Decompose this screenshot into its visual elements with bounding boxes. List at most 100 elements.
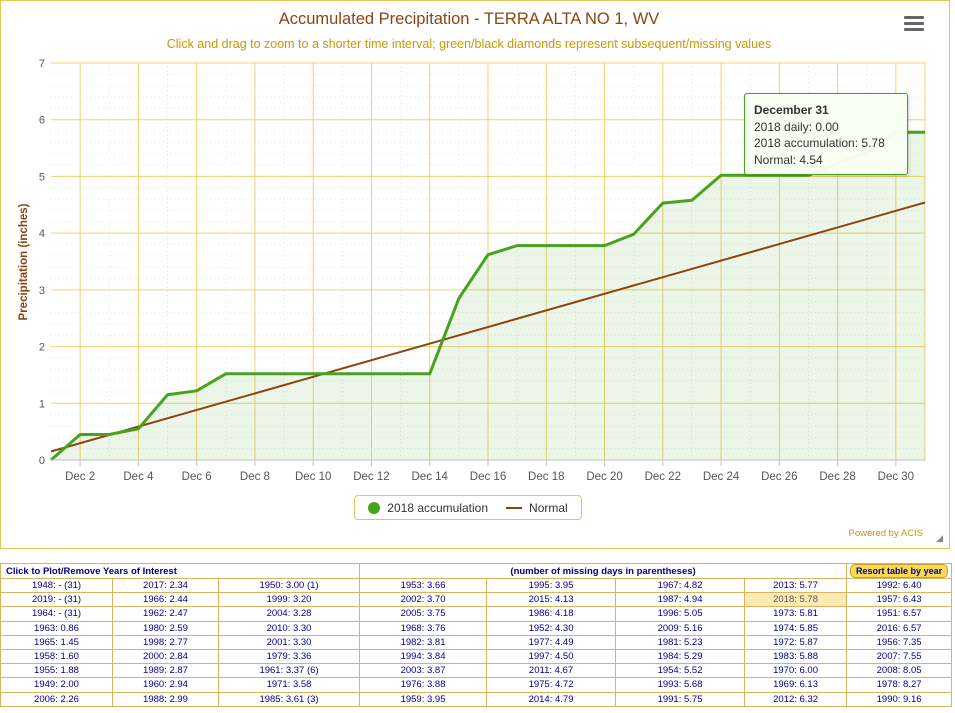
year-cell[interactable]: 1986: 4.18 [486, 606, 617, 622]
x-tick-label: Dec 24 [703, 471, 740, 483]
year-cell[interactable]: 1978: 8.27 [846, 677, 953, 693]
x-tick-label: Dec 16 [470, 471, 506, 483]
year-cell[interactable]: 1955: 1.88 [0, 663, 113, 679]
year-cell[interactable]: 1949: 2.00 [0, 677, 113, 693]
year-cell[interactable]: 2009: 5.16 [615, 620, 746, 636]
chart-svg[interactable]: Accumulated Precipitation - TERRA ALTA N… [1, 1, 951, 550]
year-cell[interactable]: 1963: 0.86 [0, 620, 113, 636]
year-cell[interactable]: 1992: 6.40 [846, 577, 953, 594]
resort-button[interactable]: Resort table by year [850, 564, 949, 578]
year-cell[interactable]: 1968: 3.76 [359, 620, 488, 636]
y-tick-label: 1 [39, 398, 45, 410]
normal-line[interactable] [50, 201, 926, 453]
year-cell[interactable]: 1994: 3.84 [359, 648, 488, 665]
year-cell[interactable]: 2006: 2.26 [0, 691, 113, 707]
year-cell[interactable]: 1998: 2.77 [112, 634, 219, 650]
year-cell[interactable]: 1982: 3.81 [359, 634, 488, 650]
year-cell[interactable]: 1997: 4.50 [486, 648, 617, 665]
year-cell[interactable]: 2001: 3.30 [217, 634, 361, 650]
year-cell[interactable]: 1988: 2.99 [112, 691, 219, 707]
legend-dot-icon [368, 501, 381, 514]
year-cell[interactable]: 1969: 6.13 [744, 677, 848, 693]
year-cell[interactable]: 1990: 9.16 [846, 691, 953, 707]
table-header-instructions: Click to Plot/Remove Years of Interest [0, 563, 361, 579]
year-cell[interactable]: 1984: 5.29 [615, 648, 746, 665]
year-cell[interactable]: 1975: 4.72 [486, 677, 617, 693]
year-cell[interactable]: 1974: 5.85 [744, 620, 848, 636]
year-cell[interactable]: 1961: 3.37 (6) [217, 663, 361, 679]
year-cell[interactable]: 1983: 5.88 [744, 648, 848, 665]
year-cell[interactable]: 1960: 2.94 [112, 677, 219, 693]
year-cell[interactable]: 1952: 4.30 [486, 620, 617, 636]
year-cell[interactable]: 2007: 7.55 [846, 648, 953, 665]
year-cell[interactable]: 2014: 4.79 [486, 691, 617, 707]
year-cell[interactable]: 1956: 7.35 [846, 634, 953, 650]
year-cell[interactable]: 2012: 6.32 [744, 691, 848, 707]
year-cell[interactable]: 2003: 3.87 [359, 663, 488, 679]
year-cell[interactable]: 2000: 2.84 [112, 648, 219, 665]
year-cell[interactable]: 1950: 3.00 (1) [217, 577, 361, 594]
year-cell[interactable]: 1981: 5.23 [615, 634, 746, 650]
years-table: Click to Plot/Remove Years of Interest (… [0, 563, 953, 707]
x-tick-label: Dec 18 [528, 471, 564, 483]
year-cell[interactable]: 2016: 6.57 [846, 620, 953, 636]
table-row: 1964: - (31) 1962: 2.47 2004: 3.28 2005: 3.… [0, 606, 953, 622]
year-cell[interactable]: 1957: 6.43 [846, 592, 953, 608]
year-cell[interactable]: 1958: 1.60 [0, 648, 113, 665]
year-cell[interactable]: 1954: 5.52 [615, 663, 746, 679]
year-cell[interactable]: 2008: 8.05 [846, 663, 953, 679]
year-cell[interactable]: 1970: 6.00 [744, 663, 848, 679]
year-cell[interactable]: 1991: 5.75 [615, 691, 746, 707]
series-layer [50, 130, 926, 462]
year-cell[interactable]: 1979: 3.36 [217, 648, 361, 665]
year-cell[interactable]: 1996: 5.05 [615, 606, 746, 622]
x-tick-label: Dec 14 [412, 471, 449, 483]
year-cell[interactable]: 1976: 3.88 [359, 677, 488, 693]
year-cell[interactable]: 1972: 5.87 [744, 634, 848, 650]
table-row: 1949: 2.00 1960: 2.94 1971: 3.58 1976: 3.88… [0, 677, 953, 693]
hamburger-menu-icon[interactable] [904, 16, 924, 32]
year-cell[interactable]: 1989: 2.87 [112, 663, 219, 679]
year-cell[interactable]: 1962: 2.47 [112, 606, 219, 622]
x-tick-label: Dec 20 [586, 471, 622, 483]
year-cell[interactable]: 1953: 3.66 [359, 577, 488, 594]
year-cell[interactable]: 1959: 3.95 [359, 691, 488, 707]
legend-label-normal: Normal [529, 500, 568, 515]
year-cell[interactable]: 2018: 5.78 [744, 592, 848, 608]
year-cell[interactable]: 1964: - (31) [0, 606, 113, 622]
legend-item-normal[interactable]: Normal [506, 501, 568, 515]
year-cell[interactable]: 1995: 3.95 [486, 577, 617, 594]
year-cell[interactable]: 2019: - (31) [0, 592, 113, 608]
year-cell[interactable]: 2002: 3.70 [359, 592, 488, 608]
y-axis: 0 1 2 3 4 5 6 7 [39, 58, 45, 467]
resize-handle-icon[interactable]: ◢ [936, 533, 943, 543]
year-cell[interactable]: 1980: 2.59 [112, 620, 219, 636]
years-table-container: Click to Plot/Remove Years of Interest (… [0, 563, 953, 707]
year-cell[interactable]: 2013: 5.77 [744, 577, 848, 594]
year-cell[interactable]: 1967: 4.82 [615, 577, 746, 594]
accumulation-line[interactable] [50, 130, 925, 462]
year-cell[interactable]: 2004: 3.28 [217, 606, 361, 622]
year-cell[interactable]: 1993: 5.68 [615, 677, 746, 693]
year-cell[interactable]: 1999: 3.20 [217, 592, 361, 608]
year-cell[interactable]: 1977: 4.49 [486, 634, 617, 650]
x-tick-label: Dec 2 [65, 471, 95, 483]
year-cell[interactable]: 1985: 3.61 (3) [217, 691, 361, 707]
y-tick-label: 4 [39, 228, 45, 240]
year-cell[interactable]: 2017: 2.34 [112, 577, 219, 594]
year-cell[interactable]: 2011: 4.67 [486, 663, 617, 679]
year-cell[interactable]: 1966: 2.44 [112, 592, 219, 608]
year-cell[interactable]: 2010: 3.30 [217, 620, 361, 636]
year-cell[interactable]: 2015: 4.13 [486, 592, 617, 608]
year-cell[interactable]: 2005: 3.75 [359, 606, 488, 622]
tooltip-title: December 31 [754, 103, 829, 117]
year-cell[interactable]: 1951: 6.57 [846, 606, 953, 622]
year-cell[interactable]: 1973: 5.81 [744, 606, 848, 622]
year-cell[interactable]: 1987: 4.94 [615, 592, 746, 608]
y-tick-label: 5 [39, 171, 45, 183]
credits-link[interactable]: Powered by ACIS [848, 528, 923, 539]
year-cell[interactable]: 1948: - (31) [0, 577, 113, 594]
year-cell[interactable]: 1971: 3.58 [217, 677, 361, 693]
year-cell[interactable]: 1965: 1.45 [0, 634, 113, 650]
legend-item-2018[interactable]: 2018 accumulation [368, 501, 488, 515]
